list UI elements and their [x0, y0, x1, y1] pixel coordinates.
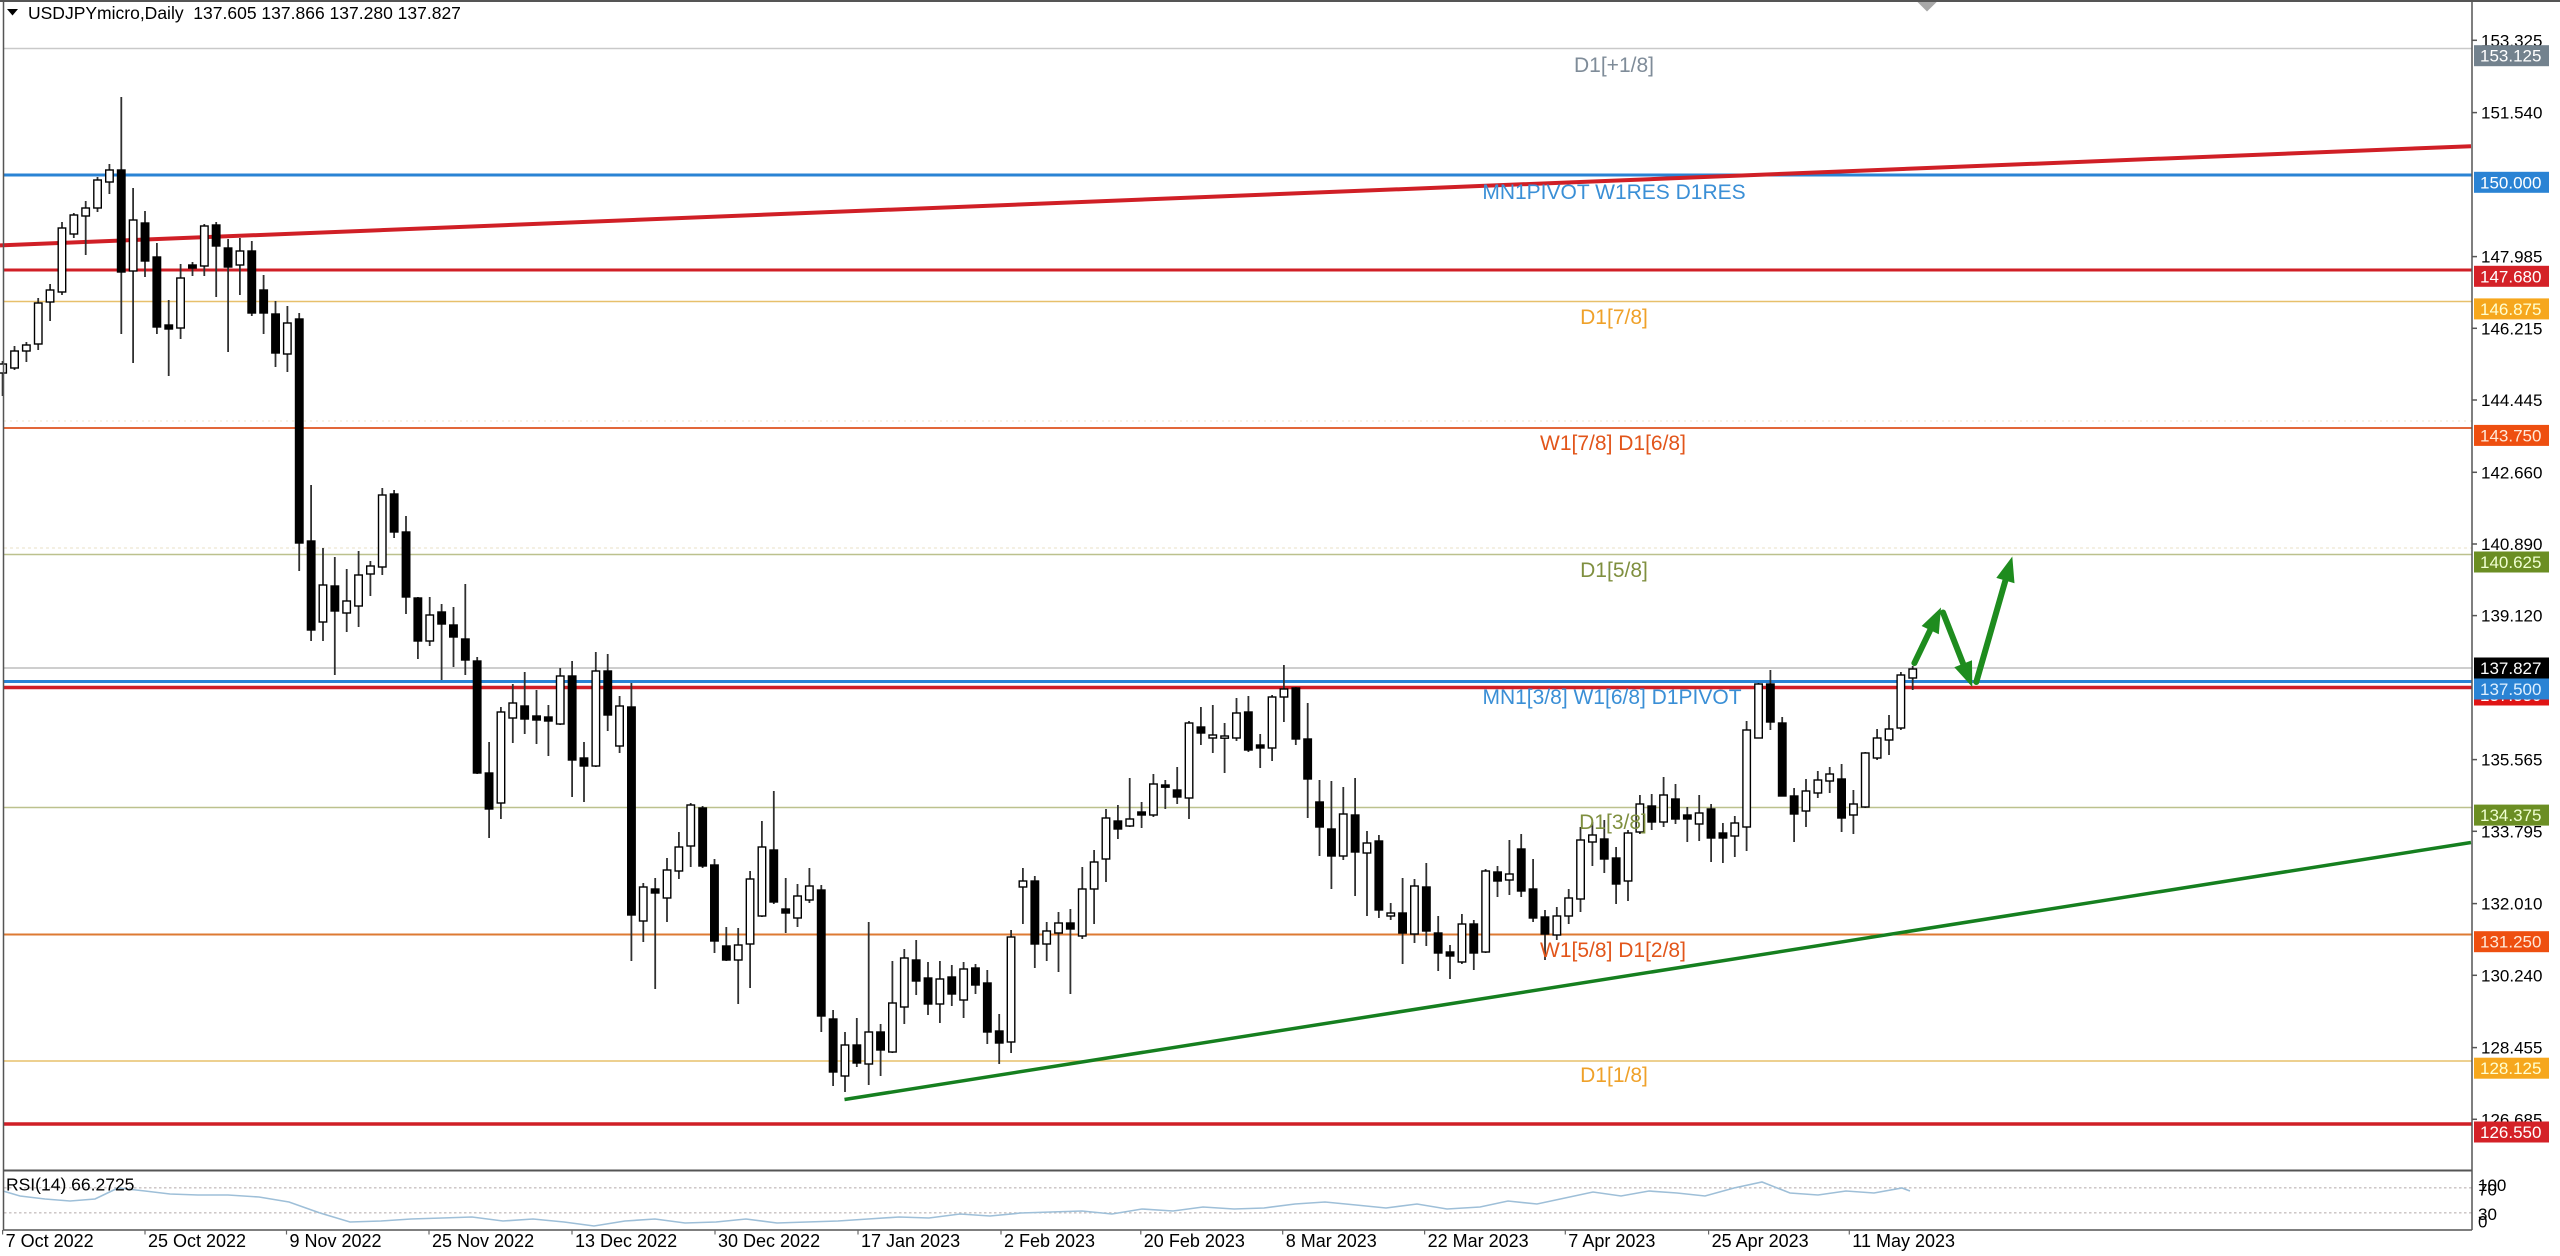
- svg-text:25 Nov 2022: 25 Nov 2022: [432, 1231, 534, 1251]
- svg-text:22 Mar 2023: 22 Mar 2023: [1428, 1231, 1529, 1251]
- svg-text:2 Feb 2023: 2 Feb 2023: [1004, 1231, 1095, 1251]
- svg-text:13 Dec 2022: 13 Dec 2022: [575, 1231, 677, 1251]
- svg-text:0: 0: [2478, 1213, 2487, 1232]
- svg-text:W1[5/8] D1[2/8]: W1[5/8] D1[2/8]: [1540, 939, 1686, 962]
- svg-text:RSI(14) 66.2725: RSI(14) 66.2725: [6, 1175, 134, 1195]
- svg-text:140.625: 140.625: [2480, 553, 2541, 572]
- svg-text:133.795: 133.795: [2481, 822, 2542, 841]
- svg-text:70: 70: [2478, 1181, 2497, 1200]
- svg-text:146.215: 146.215: [2481, 319, 2542, 338]
- svg-text:7 Oct 2022: 7 Oct 2022: [6, 1231, 94, 1251]
- svg-text:30: 30: [2478, 1205, 2497, 1224]
- svg-text:MN1[3/8] W1[6/8] D1PIVOT: MN1[3/8] W1[6/8] D1PIVOT: [1482, 686, 1741, 709]
- svg-text:D1[1/8]: D1[1/8]: [1580, 1064, 1648, 1087]
- svg-text:128.125: 128.125: [2480, 1059, 2541, 1078]
- svg-text:MN1PIVOT W1RES D1RES: MN1PIVOT W1RES D1RES: [1482, 181, 1745, 204]
- svg-text:D1[3/8]: D1[3/8]: [1579, 811, 1647, 834]
- svg-text:30 Dec 2022: 30 Dec 2022: [718, 1231, 820, 1251]
- svg-text:D1[+1/8]: D1[+1/8]: [1574, 54, 1654, 77]
- svg-text:146.875: 146.875: [2480, 300, 2541, 319]
- svg-text:20 Feb 2023: 20 Feb 2023: [1144, 1231, 1245, 1251]
- svg-text:130.240: 130.240: [2481, 966, 2542, 985]
- svg-text:100: 100: [2478, 1176, 2506, 1195]
- svg-text:150.000: 150.000: [2480, 173, 2541, 192]
- svg-text:153.125: 153.125: [2480, 47, 2541, 66]
- svg-text:139.120: 139.120: [2481, 607, 2542, 626]
- svg-text:128.455: 128.455: [2481, 1039, 2542, 1058]
- svg-text:25 Oct 2022: 25 Oct 2022: [148, 1231, 246, 1251]
- svg-text:144.445: 144.445: [2481, 391, 2542, 410]
- svg-text:137.500: 137.500: [2480, 680, 2541, 699]
- svg-text:151.540: 151.540: [2481, 104, 2542, 123]
- svg-text:143.750: 143.750: [2480, 426, 2541, 445]
- svg-text:126.550: 126.550: [2480, 1123, 2541, 1142]
- svg-text:17 Jan 2023: 17 Jan 2023: [861, 1231, 960, 1251]
- svg-text:140.890: 140.890: [2481, 535, 2542, 554]
- svg-text:W1[7/8] D1[6/8]: W1[7/8] D1[6/8]: [1540, 432, 1686, 455]
- svg-text:9 Nov 2022: 9 Nov 2022: [290, 1231, 382, 1251]
- svg-text:D1[5/8]: D1[5/8]: [1580, 559, 1648, 582]
- svg-text:134.375: 134.375: [2480, 806, 2541, 825]
- svg-text:135.565: 135.565: [2481, 751, 2542, 770]
- svg-text:USDJPYmicro,Daily 137.605 137: USDJPYmicro,Daily 137.605 137.866 137.28…: [28, 3, 461, 23]
- svg-text:7 Apr 2023: 7 Apr 2023: [1568, 1231, 1655, 1251]
- svg-text:147.680: 147.680: [2480, 267, 2541, 286]
- svg-text:131.250: 131.250: [2480, 933, 2541, 952]
- svg-text:25 Apr 2023: 25 Apr 2023: [1712, 1231, 1809, 1251]
- svg-text:132.010: 132.010: [2481, 895, 2542, 914]
- svg-text:8 Mar 2023: 8 Mar 2023: [1286, 1231, 1377, 1251]
- svg-text:D1[7/8]: D1[7/8]: [1580, 306, 1648, 329]
- svg-text:137.827: 137.827: [2480, 659, 2541, 678]
- svg-text:147.985: 147.985: [2481, 248, 2542, 267]
- svg-text:11 May 2023: 11 May 2023: [1852, 1231, 1955, 1251]
- svg-text:142.660: 142.660: [2481, 463, 2542, 482]
